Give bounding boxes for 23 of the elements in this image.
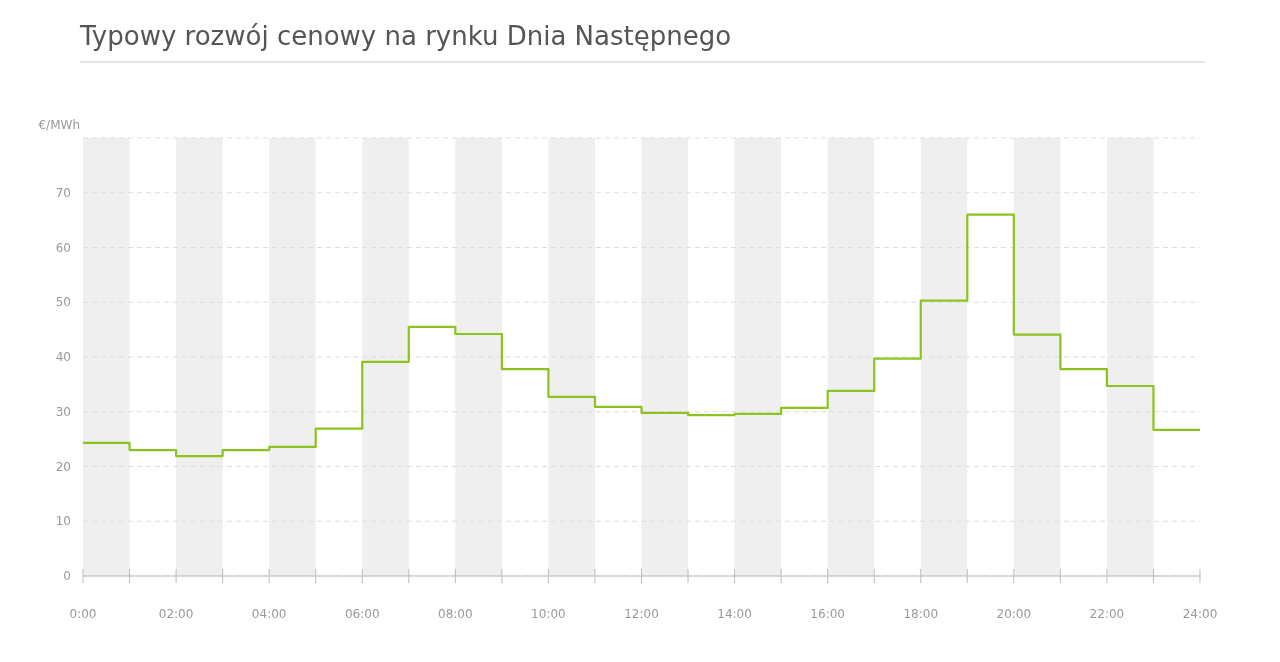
x-tick-label: 18:00 (903, 607, 939, 621)
y-tick-label: 20 (55, 459, 71, 474)
x-tick-label: 14:00 (717, 607, 752, 621)
chart-title: Typowy rozwój cenowy na rynku Dnia Następnego (79, 21, 732, 51)
x-tick-label: 20:00 (996, 607, 1032, 621)
x-tick-label: 10:00 (531, 607, 566, 621)
y-tick-label: 40 (55, 350, 71, 365)
x-tick-label: 06:00 (344, 607, 380, 621)
x-tick-label: 16:00 (810, 607, 845, 621)
x-tick-label: 22:00 (1089, 607, 1125, 621)
x-tick-label: 04:00 (251, 607, 287, 621)
y-tick-label: 10 (55, 514, 71, 529)
x-tick-label: 08:00 (438, 607, 473, 621)
y-tick-label: 30 (55, 404, 71, 419)
x-tick-label: 02:00 (158, 607, 194, 621)
y-tick-label: 50 (55, 295, 71, 310)
x-tick-label: 0:00 (69, 607, 97, 621)
x-tick-label: 24:00 (1182, 607, 1218, 621)
x-tick-label: 12:00 (624, 607, 659, 621)
y-tick-label: 70 (55, 185, 71, 200)
y-tick-label: 60 (55, 240, 71, 255)
y-axis-title: €/MWh (38, 118, 80, 133)
y-tick-label: 0 (63, 569, 71, 584)
